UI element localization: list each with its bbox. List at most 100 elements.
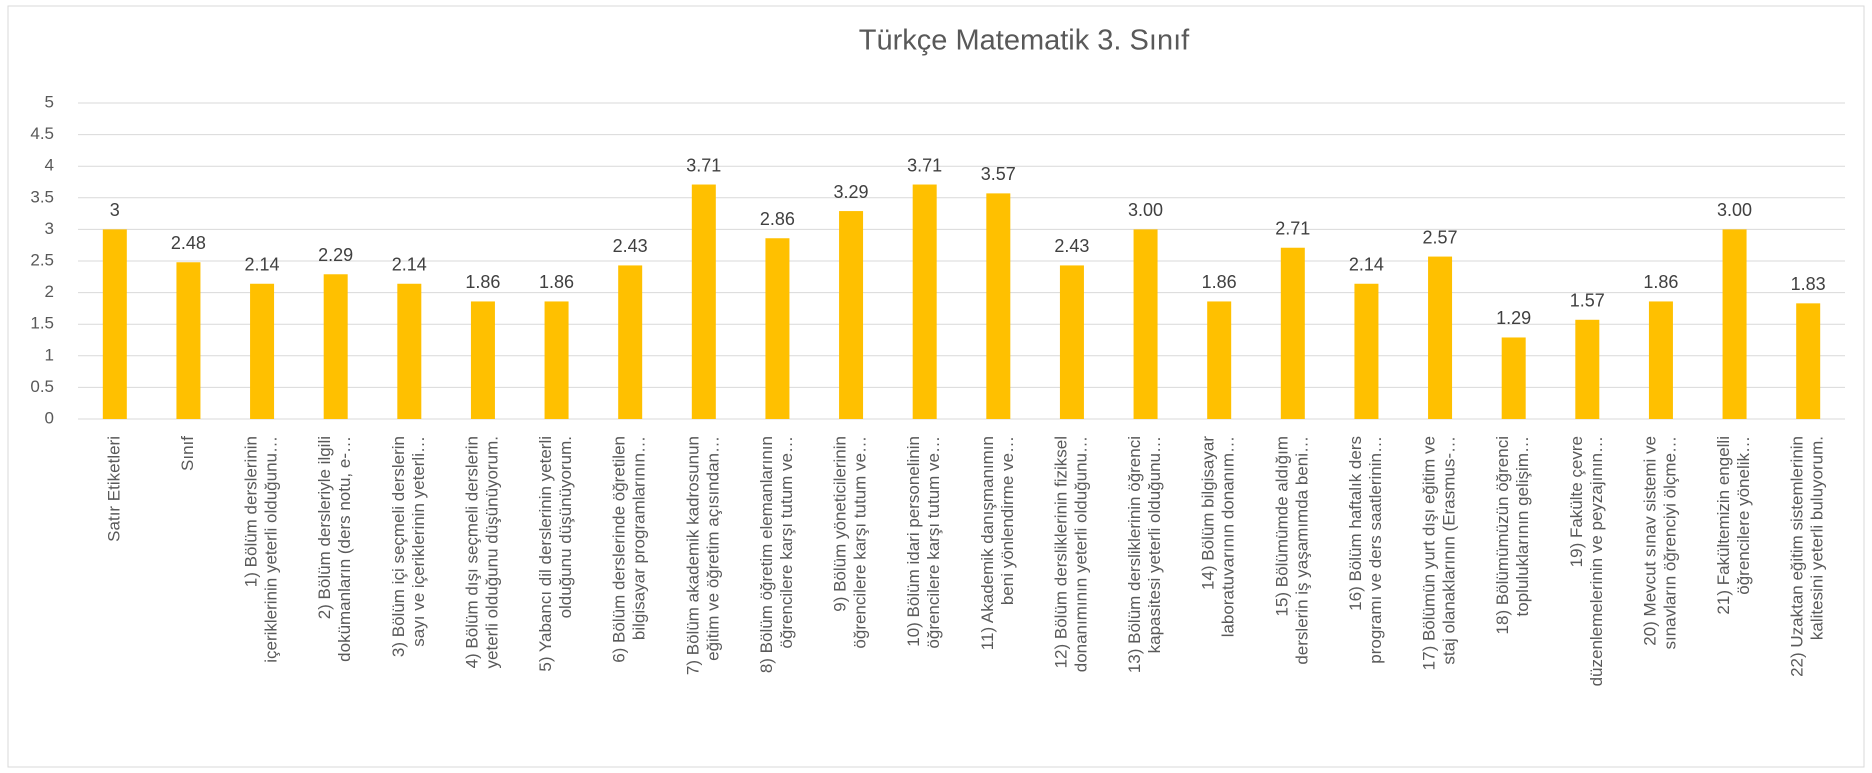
x-tick-label: beni yönlendirme ve… <box>998 436 1017 605</box>
bar <box>618 265 643 419</box>
value-label: 2.14 <box>1349 255 1384 275</box>
x-tick-label: sınavların öğrenciyi ölçme… <box>1660 436 1679 650</box>
value-label: 3 <box>110 200 120 220</box>
x-tick-label: 5) Yabancı dil derslerinin yeterli <box>536 436 555 672</box>
x-tick-label: kalitesini yeterli buluyorum. <box>1808 436 1827 640</box>
x-tick-label: 16) Bölüm haftalık ders <box>1346 436 1365 611</box>
bar <box>912 184 937 419</box>
value-label: 2.29 <box>318 245 353 265</box>
x-tick-label: öğrencilere karşı tutum ve… <box>924 436 943 649</box>
bar <box>691 184 716 419</box>
y-tick-label: 3.5 <box>30 187 54 206</box>
bar <box>1648 301 1673 419</box>
x-tick-label: 18) Bölümümüzün öğrenci <box>1493 436 1512 634</box>
x-tick-label: eğitim ve öğretim açısından… <box>703 436 722 661</box>
value-label: 1.86 <box>539 272 574 292</box>
bar <box>1428 256 1453 419</box>
x-tick-label: 6) Bölüm derslerinde öğretilen <box>610 436 629 663</box>
x-tick-label: Satır Etiketleri <box>104 436 123 542</box>
x-tick-label: dokümanların (ders notu, e-… <box>335 436 354 662</box>
bar <box>397 283 422 419</box>
value-label: 3.71 <box>686 155 721 175</box>
y-tick-label: 2 <box>45 282 54 301</box>
x-tick-label: programı ve ders saatlerinin… <box>1366 436 1385 664</box>
value-label: 3.71 <box>907 155 942 175</box>
x-tick-label: 1) Bölüm derslerinin <box>242 436 261 587</box>
bar <box>765 238 790 419</box>
value-label: 3.00 <box>1717 200 1752 220</box>
x-tick-label: Sınıf <box>178 436 197 471</box>
x-tick-label: 9) Bölüm yöneticilerinin <box>831 436 850 612</box>
bar <box>1722 229 1747 419</box>
y-tick-label: 0 <box>45 408 54 427</box>
value-label: 2.57 <box>1423 227 1458 247</box>
x-tick-label: yeterli olduğunu düşünüyorum. <box>482 436 501 668</box>
y-tick-label: 0.5 <box>30 377 54 396</box>
y-tick-label: 1.5 <box>30 314 54 333</box>
bar <box>544 301 569 419</box>
x-tick-label: 2) Bölüm dersleriyle ilgili <box>315 436 334 619</box>
y-tick-label: 5 <box>45 92 54 111</box>
x-tick-label: 7) Bölüm akademik kadrosunun <box>683 436 702 675</box>
bar <box>1796 303 1821 419</box>
value-label: 3.00 <box>1128 200 1163 220</box>
y-tick-label: 1 <box>45 345 54 364</box>
value-label: 2.43 <box>613 236 648 256</box>
x-tick-label: düzenlemelerinin ve peyzajının… <box>1587 436 1606 686</box>
x-tick-label: topluluklarının gelişim… <box>1513 436 1532 616</box>
x-tick-label: sayı ve içeriklerinin yeterli… <box>409 436 428 647</box>
value-label: 1.83 <box>1791 274 1826 294</box>
bar <box>250 283 275 419</box>
value-label: 2.43 <box>1054 236 1089 256</box>
x-tick-label: öğrencilere karşı tutum ve… <box>777 436 796 649</box>
x-tick-label: kapasitesi yeterli olduğunu… <box>1145 436 1164 653</box>
x-tick-label: 14) Bölüm bilgisayar <box>1199 436 1218 590</box>
value-label: 2.48 <box>171 233 206 253</box>
x-tick-label: derslerin iş yaşamımda beni… <box>1292 436 1311 665</box>
x-tick-label: öğrencilere karşı tutum ve… <box>851 436 870 649</box>
bar <box>102 229 127 419</box>
value-label: 2.71 <box>1275 218 1310 238</box>
value-label: 2.86 <box>760 209 795 229</box>
bar <box>1280 247 1305 419</box>
x-tick-label: olduğunu düşünüyorum. <box>556 436 575 618</box>
y-tick-label: 4.5 <box>30 124 54 143</box>
value-label: 2.14 <box>245 255 280 275</box>
value-label: 3.57 <box>981 164 1016 184</box>
x-tick-label: bilgisayar programlarının… <box>630 436 649 640</box>
bar <box>1575 319 1600 419</box>
x-tick-label: donanımının yeterli olduğunu… <box>1071 436 1090 672</box>
bar <box>323 274 348 419</box>
x-tick-label: 22) Uzaktan eğitim sistemlerinin <box>1788 436 1807 677</box>
value-label: 1.29 <box>1496 308 1531 328</box>
x-tick-label: laboratuvarının donanım… <box>1219 436 1238 637</box>
y-tick-label: 4 <box>45 156 54 175</box>
y-tick-label: 3 <box>45 219 54 238</box>
value-label: 3.29 <box>834 182 869 202</box>
chart-title: Türkçe Matematik 3. Sınıf <box>859 25 1190 57</box>
bar <box>839 211 864 419</box>
bar <box>986 193 1011 419</box>
bar <box>1059 265 1084 419</box>
bar <box>470 301 495 419</box>
x-tick-label: içeriklerinin yeterli olduğunu… <box>262 436 281 663</box>
x-tick-label: 12) Bölüm dersliklerinin fiziksel <box>1051 436 1070 668</box>
x-tick-label: 20) Mevcut sınav sistemi ve <box>1640 436 1659 646</box>
x-tick-label: 8) Bölüm öğretim elemanlarının <box>757 436 776 673</box>
value-label: 1.86 <box>1202 272 1237 292</box>
x-tick-label: 21) Fakültemizin engelli <box>1714 436 1733 615</box>
value-label: 2.14 <box>392 255 427 275</box>
x-tick-label: 19) Fakülte çevre <box>1567 436 1586 567</box>
x-tick-label: staj olanaklarının (Erasmus-… <box>1440 436 1459 665</box>
x-tick-label: 15) Bölümümde aldığım <box>1272 436 1291 616</box>
value-label: 1.86 <box>1643 272 1678 292</box>
x-tick-label: 11) Akademik danışmanımın <box>978 436 997 650</box>
bar <box>1133 229 1158 419</box>
bar <box>1501 337 1526 419</box>
y-tick-label: 2.5 <box>30 250 54 269</box>
bar <box>1207 301 1232 419</box>
value-label: 1.86 <box>465 272 500 292</box>
value-label: 1.57 <box>1570 291 1605 311</box>
bar <box>1354 283 1379 419</box>
